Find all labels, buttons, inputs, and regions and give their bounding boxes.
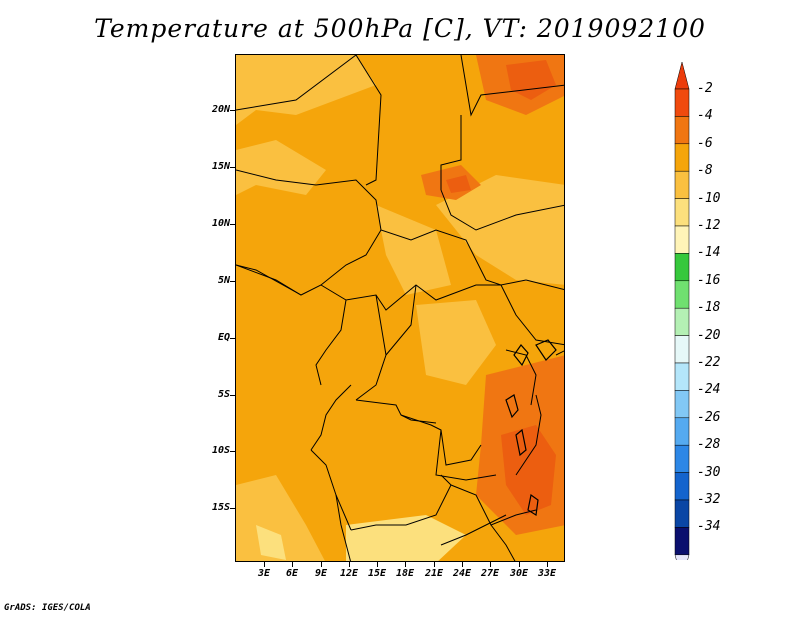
colorbar-label: -6 xyxy=(697,135,713,151)
lat-label: 5N xyxy=(217,275,230,286)
colorbar-over-arrow xyxy=(674,61,690,90)
light-patch xyxy=(236,475,325,561)
lon-label: 21E xyxy=(424,568,444,579)
colorbar-swatch xyxy=(674,225,690,254)
lon-tick xyxy=(405,562,406,567)
lon-tick xyxy=(434,562,435,567)
plot-title: Temperature at 500hPa [C], VT: 201909210… xyxy=(94,14,706,43)
lat-tick xyxy=(230,451,235,452)
colorbar-label: -32 xyxy=(697,492,721,507)
colorbar-under-arrow xyxy=(674,554,690,560)
colorbar-label: -30 xyxy=(697,464,721,480)
colorbar-swatch xyxy=(674,253,690,282)
colorbar-swatch xyxy=(674,307,690,336)
lat-label: 10N xyxy=(211,218,230,229)
hot-patch xyxy=(501,425,556,515)
colorbar-label: -24 xyxy=(697,382,721,398)
colorbar-swatch xyxy=(674,116,690,145)
colorbar-label: -26 xyxy=(697,409,721,425)
colorbar-label: -28 xyxy=(697,437,721,453)
colorbar-label: -12 xyxy=(697,218,721,233)
lat-label: EQ xyxy=(217,332,230,343)
colorbar-swatch xyxy=(674,472,690,501)
lat-tick xyxy=(230,167,235,168)
lat-tick xyxy=(230,110,235,111)
colorbar-swatch xyxy=(674,198,690,227)
pale-patch xyxy=(256,525,286,560)
colorbar-label: -18 xyxy=(697,300,721,316)
colorbar-swatch xyxy=(674,88,690,117)
lon-label: 24E xyxy=(452,568,472,579)
lat-tick xyxy=(230,508,235,509)
colorbar-swatch xyxy=(674,170,690,199)
lat-label: 5S xyxy=(217,389,230,400)
lon-label: 3E xyxy=(257,568,271,579)
colorbar-swatch xyxy=(674,444,690,473)
lon-tick xyxy=(349,562,350,567)
colorbar-label: -34 xyxy=(697,519,721,535)
colorbar-swatch xyxy=(674,335,690,364)
light-patch xyxy=(236,140,326,195)
lat-label: 15N xyxy=(211,161,230,172)
lon-tick xyxy=(321,562,322,567)
hot-patch xyxy=(506,60,556,100)
colorbar-swatch xyxy=(674,143,690,172)
light-patch xyxy=(416,300,496,385)
lon-tick xyxy=(377,562,378,567)
light-patch xyxy=(376,205,451,295)
colorbar-label: -4 xyxy=(697,108,713,124)
lat-label: 15S xyxy=(211,502,230,513)
colorbar-swatch xyxy=(674,390,690,419)
country-borders xyxy=(236,55,564,561)
colorbar-swatch xyxy=(674,362,690,391)
lon-label: 18E xyxy=(395,568,415,579)
hot-patch xyxy=(446,175,471,193)
colorbar-label: -2 xyxy=(697,81,713,96)
lon-label: 33E xyxy=(537,568,557,579)
lon-tick xyxy=(292,562,293,567)
lat-tick xyxy=(230,224,235,225)
lakes xyxy=(505,339,557,517)
light-patch xyxy=(236,55,376,125)
colorbar-label: -22 xyxy=(697,355,721,370)
colorbar-label: -20 xyxy=(697,327,721,343)
colorbar-swatch xyxy=(674,417,690,446)
lon-label: 12E xyxy=(339,568,359,579)
credit-text: GrADS: IGES/COLA xyxy=(4,603,91,613)
lon-tick xyxy=(264,562,265,567)
lon-tick xyxy=(519,562,520,567)
colorbar-swatch xyxy=(674,499,690,528)
lon-label: 9E xyxy=(314,568,328,579)
lon-tick xyxy=(547,562,548,567)
map-panel xyxy=(235,54,565,562)
colorbar-swatch xyxy=(674,280,690,309)
lon-label: 6E xyxy=(285,568,299,579)
colorbar-swatch xyxy=(674,527,690,556)
lon-tick xyxy=(490,562,491,567)
lat-tick xyxy=(230,395,235,396)
pale-patch xyxy=(346,515,466,561)
temperature-field xyxy=(236,55,564,561)
colorbar-label: -10 xyxy=(697,190,721,206)
lat-tick xyxy=(230,281,235,282)
light-patch xyxy=(436,175,564,285)
colorbar-label: -14 xyxy=(697,245,721,261)
lat-tick xyxy=(230,338,235,339)
lat-label: 10S xyxy=(211,445,230,456)
lon-label: 15E xyxy=(367,568,387,579)
lon-label: 30E xyxy=(509,568,529,579)
lon-label: 27E xyxy=(480,568,500,579)
lon-tick xyxy=(462,562,463,567)
colorbar xyxy=(674,61,690,560)
colorbar-label: -8 xyxy=(697,163,713,179)
colorbar-label: -16 xyxy=(697,272,721,288)
lat-label: 20N xyxy=(211,104,230,115)
